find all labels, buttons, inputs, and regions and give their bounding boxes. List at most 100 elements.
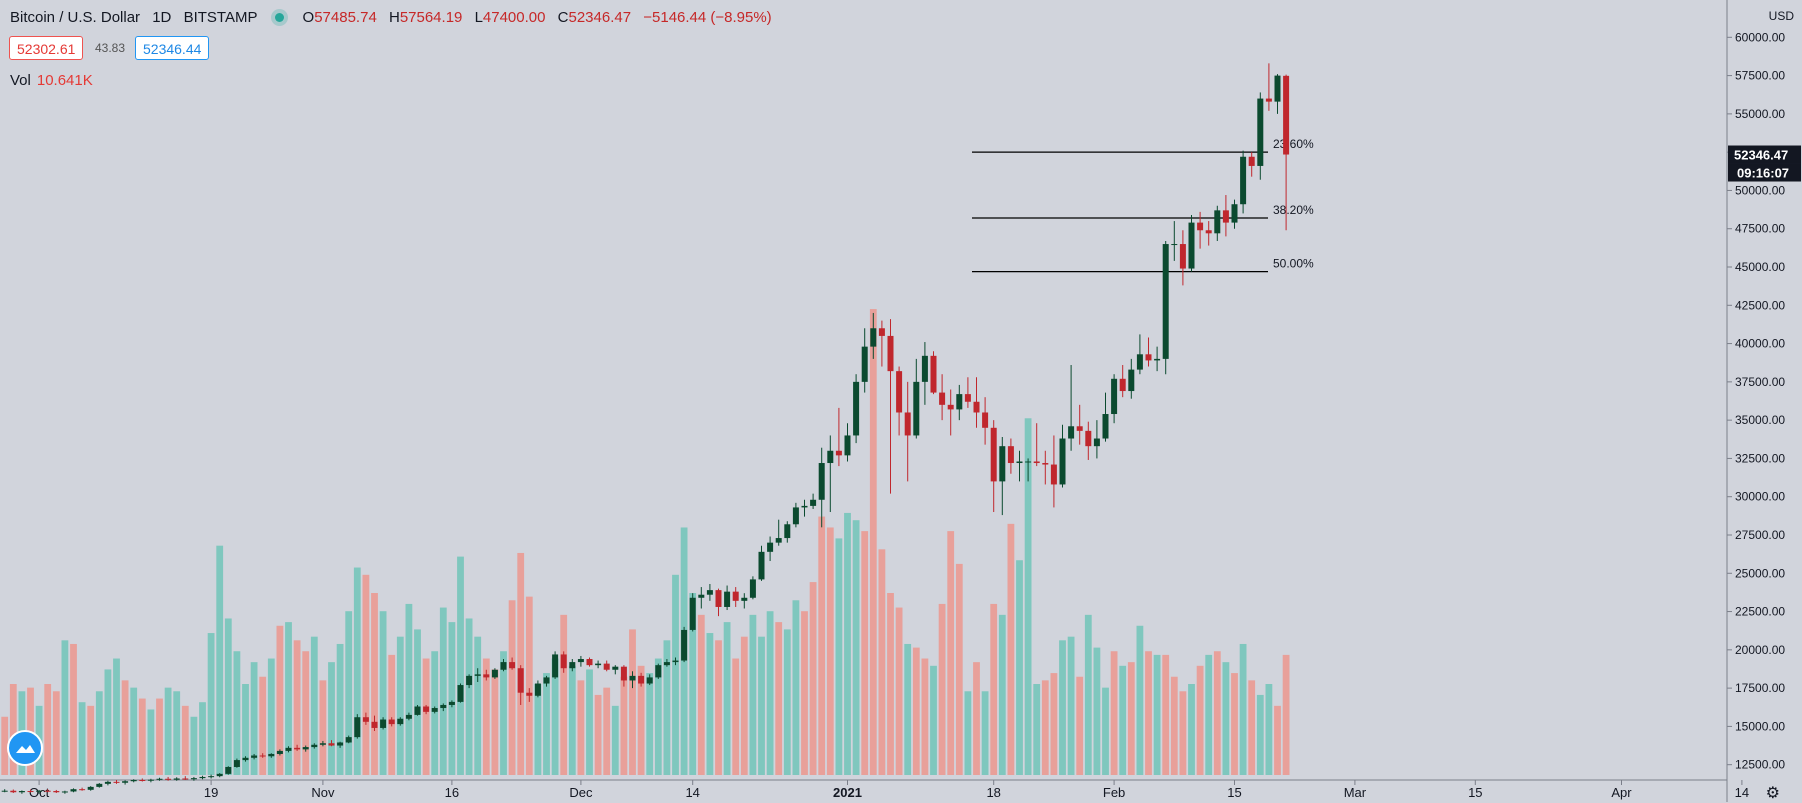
volume-bar	[70, 643, 77, 775]
volume-bar	[319, 680, 327, 775]
sell-price-button[interactable]: 52302.61	[9, 36, 84, 60]
volume-bar	[775, 622, 783, 775]
volume-bar	[1145, 651, 1152, 775]
candle-body	[199, 776, 206, 779]
candle-body	[586, 659, 593, 666]
candle-body	[345, 737, 352, 743]
volume-bar	[801, 611, 808, 775]
symbol-name[interactable]: Bitcoin / U.S. Dollar	[10, 9, 141, 26]
volume-bar	[379, 611, 387, 775]
candle-body	[784, 524, 791, 539]
volume-bar	[654, 658, 662, 775]
candle-body	[354, 717, 361, 738]
volume-bar	[955, 563, 963, 775]
volume-bar	[1196, 665, 1204, 775]
volume-bar	[878, 549, 886, 775]
volume-bar	[835, 538, 843, 775]
volume-bar	[629, 629, 636, 775]
volume-bar	[259, 676, 267, 775]
candle-body	[853, 381, 860, 436]
candle-body	[1222, 210, 1229, 223]
volume-bar	[388, 654, 396, 775]
volume-value: 10.641K	[36, 72, 93, 89]
volume-bar	[439, 607, 447, 775]
interval-label[interactable]: 1D	[152, 9, 172, 26]
volume-bar	[9, 684, 17, 775]
open-key: O	[302, 9, 315, 26]
candle-body	[973, 401, 980, 413]
exchange-label: BITSTAMP	[183, 9, 258, 26]
tradingview-cloud-icon[interactable]	[7, 730, 43, 766]
candle-body	[603, 663, 610, 670]
candle-body	[233, 760, 240, 767]
volume-bar	[1076, 676, 1084, 775]
volume-bar	[233, 651, 241, 775]
close-value: 52346.47	[568, 9, 632, 26]
y-tick-label: 12500.00	[1735, 758, 1785, 772]
candle-body	[560, 654, 567, 669]
candle-body	[466, 675, 473, 686]
high-value: 57564.19	[399, 9, 463, 26]
candle-body	[139, 780, 146, 781]
candle-body	[999, 446, 1006, 482]
candle-body	[285, 747, 292, 751]
candle-body	[990, 427, 997, 482]
volume-bar	[1213, 651, 1221, 775]
candle-body	[663, 662, 670, 666]
volume-bar	[620, 676, 628, 775]
currency-unit[interactable]: USD	[1768, 9, 1794, 23]
candle-body	[818, 463, 825, 500]
candle-body	[18, 791, 25, 793]
volume-bar	[1084, 614, 1092, 775]
volume-bar	[981, 691, 989, 775]
volume-bar	[973, 662, 980, 775]
candle-body	[964, 394, 971, 402]
volume-bar	[267, 658, 275, 775]
volume-bar	[1274, 705, 1281, 775]
volume-bar	[749, 614, 757, 775]
volume-bar	[568, 665, 576, 775]
candle-body	[423, 706, 430, 712]
last-price-label: 52346.47	[1734, 148, 1788, 163]
candle-body	[96, 783, 103, 787]
candle-body	[629, 675, 636, 681]
candle-body	[801, 505, 808, 508]
volume-bar	[758, 636, 765, 775]
candle-body	[706, 590, 713, 595]
candle-body	[646, 677, 653, 684]
y-tick-label: 42500.00	[1735, 298, 1785, 312]
volume-bar	[1110, 651, 1118, 775]
candle-body	[225, 766, 232, 774]
volume-bar	[809, 582, 817, 775]
candle-body	[689, 597, 696, 630]
candle-body	[887, 335, 894, 372]
candle-body	[947, 404, 954, 410]
fib-level-label: 23.60%	[1273, 137, 1314, 151]
gear-icon[interactable]: ⚙	[1765, 785, 1780, 802]
volume-bar	[938, 603, 946, 775]
buy-price-button[interactable]: 52346.44	[135, 36, 210, 60]
volume-bar	[508, 600, 516, 775]
volume-bar	[1050, 673, 1058, 775]
candle-body	[1240, 156, 1247, 205]
y-tick-label: 27500.00	[1735, 528, 1785, 542]
volume-bar	[551, 658, 559, 775]
candle-body	[216, 773, 223, 777]
candle-body	[1257, 98, 1264, 166]
y-tick-label: 15000.00	[1735, 719, 1785, 733]
volume-bar	[242, 684, 249, 775]
volume-bar	[947, 531, 955, 775]
spread-value: 43.83	[95, 41, 126, 55]
volume-bar	[52, 691, 60, 775]
candle-body	[844, 435, 851, 456]
volume-bar	[310, 636, 318, 775]
volume-bar	[706, 633, 714, 775]
volume-bar	[207, 633, 215, 775]
candle-body	[380, 719, 387, 728]
candle-body	[517, 668, 524, 693]
volume-bar	[663, 640, 671, 775]
volume-bar	[1153, 654, 1161, 775]
y-tick-label: 17500.00	[1735, 681, 1785, 695]
volume-bar	[818, 516, 826, 775]
